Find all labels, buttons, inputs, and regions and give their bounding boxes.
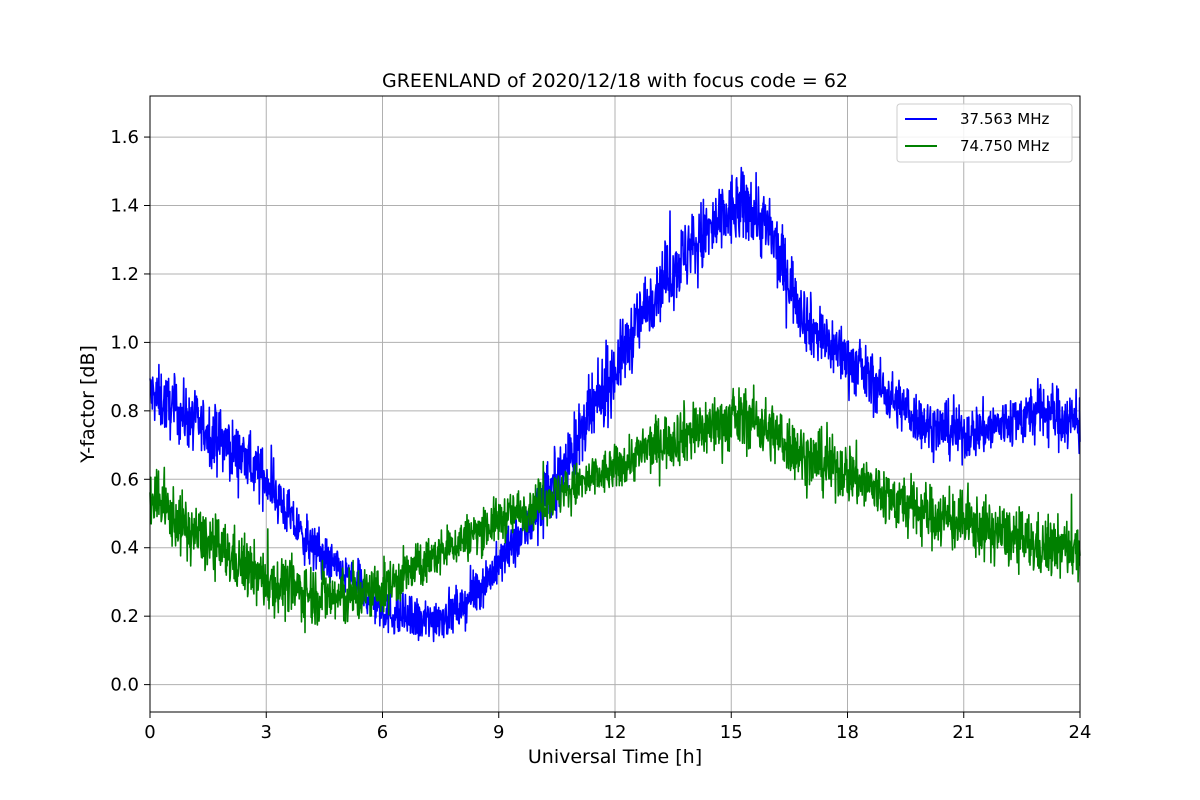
legend-label-74mhz: 74.750 MHz <box>960 137 1049 155</box>
y-tick-label: 1.4 <box>110 196 139 217</box>
chart-title: GREENLAND of 2020/12/18 with focus code … <box>382 70 848 92</box>
x-tick-label: 3 <box>261 722 272 743</box>
x-tick-label: 15 <box>720 722 743 743</box>
x-tick-label: 0 <box>144 722 155 743</box>
y-tick-label: 0.8 <box>110 401 139 422</box>
series-line-0 <box>149 166 1081 643</box>
series-layer <box>149 166 1081 643</box>
x-tick-label: 9 <box>493 722 504 743</box>
ticks: 0 3 6 9 12 15 18 21 24 0.0 0.2 0.4 0.6 0.8 1.0 1.2 1.4 1.… <box>110 127 1091 743</box>
y-tick-label: 0.2 <box>110 606 139 627</box>
legend-label-37mhz: 37.563 MHz <box>960 110 1049 128</box>
legend: 37.563 MHz 74.750 MHz <box>896 103 1073 163</box>
legend-box <box>896 103 1073 163</box>
y-tick-label: 0.6 <box>110 469 139 490</box>
y-tick-label: 1.6 <box>110 127 139 148</box>
y-tick-label: 0.0 <box>110 675 139 696</box>
y-tick-label: 1.0 <box>110 332 139 353</box>
y-axis-label: Y-factor [dB] <box>77 345 99 464</box>
x-tick-label: 24 <box>1069 722 1092 743</box>
series-line-1 <box>149 384 1081 634</box>
x-tick-label: 21 <box>952 722 975 743</box>
x-tick-label: 12 <box>604 722 627 743</box>
x-axis-label: Universal Time [h] <box>528 746 702 768</box>
y-tick-label: 0.4 <box>110 538 139 559</box>
y-tick-label: 1.2 <box>110 264 139 285</box>
x-tick-label: 18 <box>836 722 859 743</box>
x-tick-label: 6 <box>377 722 388 743</box>
